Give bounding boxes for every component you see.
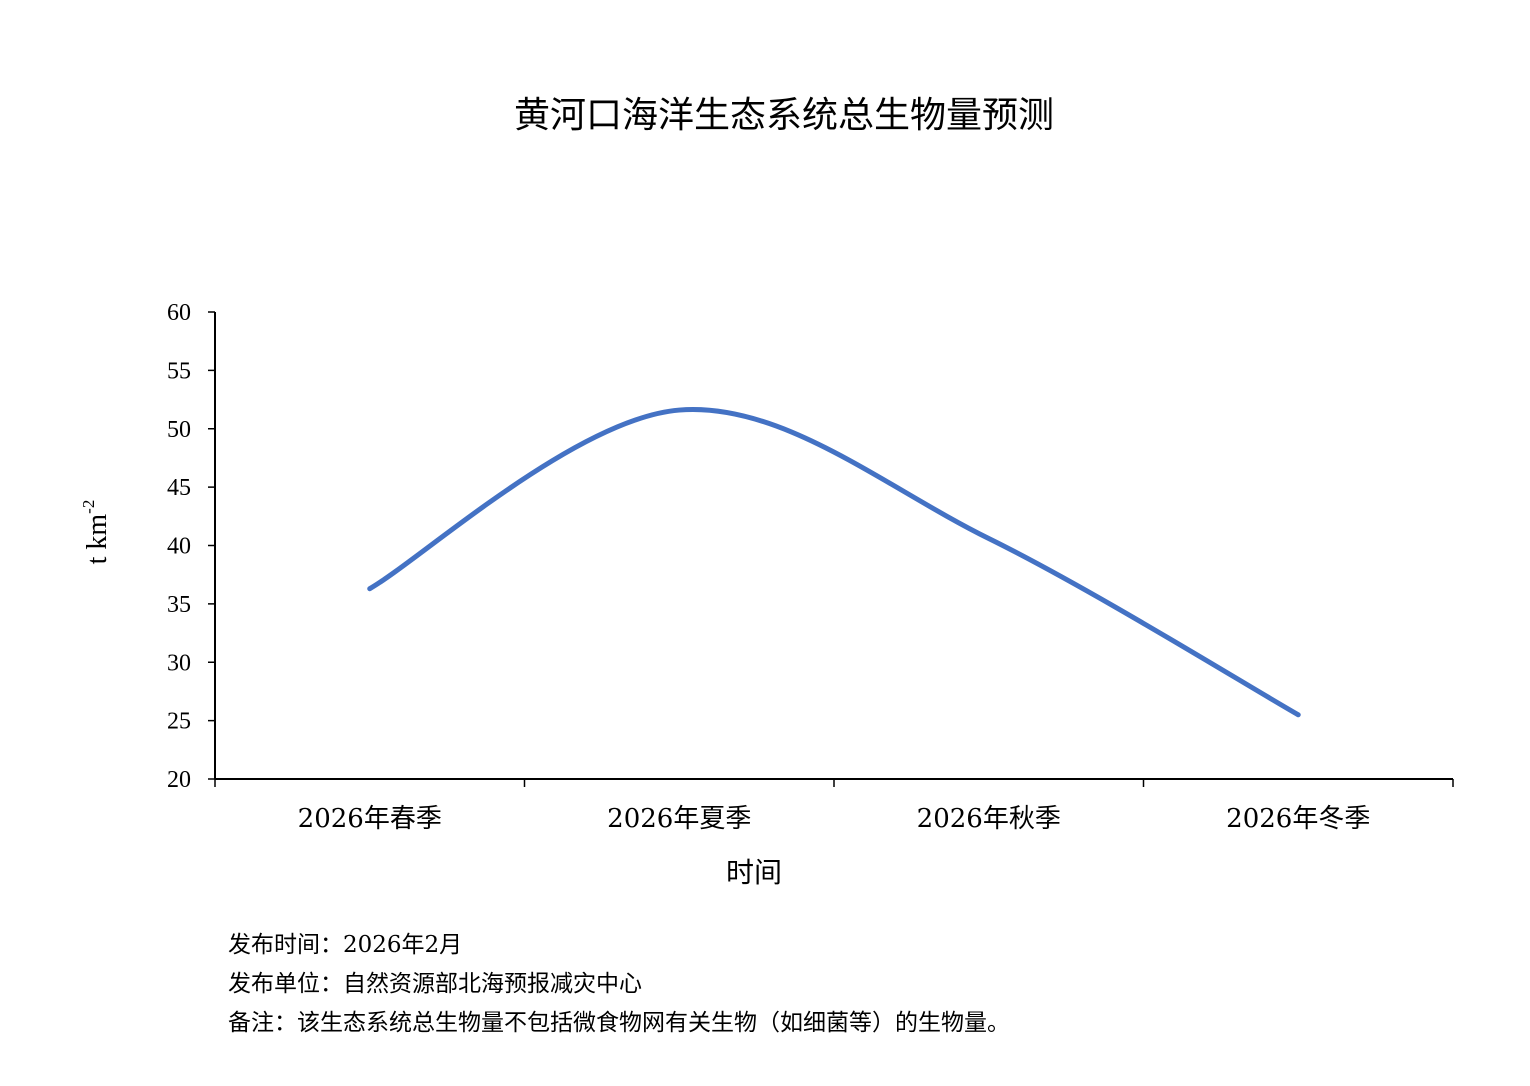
y-axis-label-main: t km xyxy=(82,514,113,565)
y-tick-label: 60 xyxy=(167,300,191,326)
y-tick-label: 50 xyxy=(167,417,191,443)
y-tick-label: 40 xyxy=(167,534,191,560)
y-tick-label: 45 xyxy=(167,475,191,501)
x-tick-label: 2026年秋季 xyxy=(917,804,1061,834)
y-axis-label: t km-2 xyxy=(79,500,113,565)
chart-title: 黄河口海洋生态系统总生物量预测 xyxy=(514,95,1054,136)
x-axis-label: 时间 xyxy=(726,856,782,889)
y-tick-label: 35 xyxy=(167,592,191,618)
note-publisher: 发布单位：自然资源部北海预报减灾中心 xyxy=(228,971,642,997)
notes: 发布时间：2026年2月 发布单位：自然资源部北海预报减灾中心 备注：该生态系统… xyxy=(228,926,1010,1043)
note-publish-time: 发布时间：2026年2月 xyxy=(228,932,463,958)
note-remark: 备注：该生态系统总生物量不包括微食物网有关生物（如细菌等）的生物量。 xyxy=(228,1010,1010,1036)
y-tick-label: 25 xyxy=(167,709,191,735)
y-tick-label: 55 xyxy=(167,358,191,384)
series-line xyxy=(367,407,1301,718)
line-chart: 黄河口海洋生态系统总生物量预测 20 25 30 35 40 45 50 55 60 2026年春… xyxy=(79,95,1454,889)
x-tick-label: 2026年冬季 xyxy=(1226,804,1370,834)
y-tick-label: 20 xyxy=(167,767,191,793)
y-tick-label: 30 xyxy=(167,650,191,676)
x-tick-label: 2026年春季 xyxy=(298,804,442,834)
y-axis-label-superscript: -2 xyxy=(79,500,98,514)
x-tick-label: 2026年夏季 xyxy=(607,804,751,834)
